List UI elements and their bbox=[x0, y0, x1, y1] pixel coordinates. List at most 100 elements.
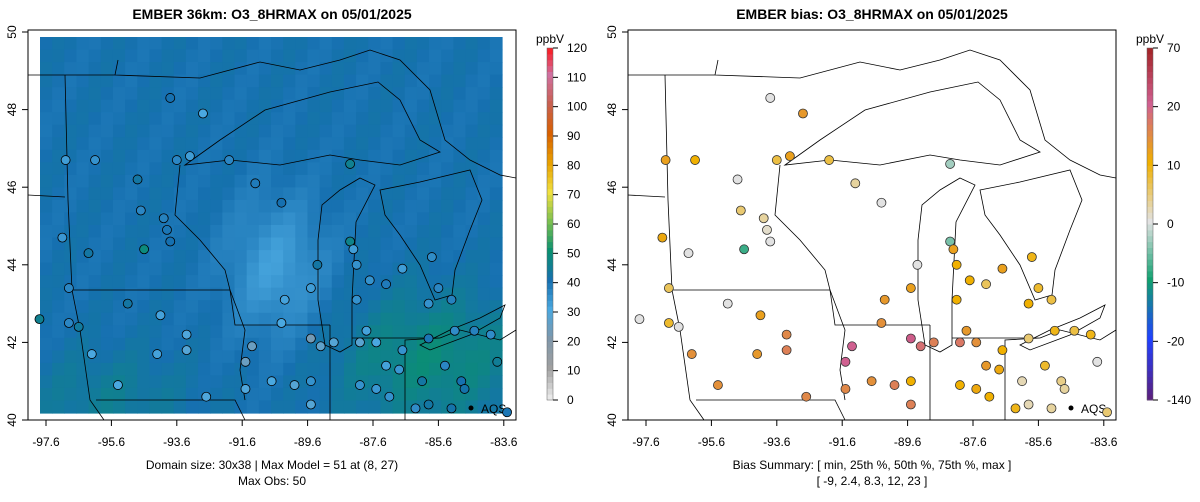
model-grid-cell bbox=[52, 337, 65, 351]
model-grid-cell bbox=[76, 37, 90, 51]
colorbar-segment bbox=[547, 300, 553, 307]
model-grid-cell bbox=[392, 137, 406, 151]
bias-station-point bbox=[971, 384, 982, 394]
model-grid-cell bbox=[319, 112, 333, 126]
model-grid-cell bbox=[489, 275, 503, 289]
model-grid-cell bbox=[441, 124, 454, 138]
model-grid-cell bbox=[441, 37, 454, 51]
model-grid-cell bbox=[112, 287, 126, 301]
model-grid-cell bbox=[404, 275, 418, 289]
model-grid-cell bbox=[125, 350, 138, 364]
model-grid-cell bbox=[149, 37, 163, 51]
bias-station-point bbox=[1017, 376, 1027, 387]
model-grid-cell bbox=[246, 162, 260, 176]
model-grid-cell bbox=[258, 287, 272, 301]
model-grid-cell bbox=[40, 149, 53, 163]
model-grid-cell bbox=[76, 174, 90, 188]
model-grid-cell bbox=[489, 74, 503, 88]
model-grid-cell bbox=[283, 62, 296, 76]
colorbar-segment bbox=[1147, 100, 1153, 108]
model-grid-cell bbox=[489, 312, 503, 326]
colorbar-segment bbox=[547, 370, 553, 378]
model-grid-cell bbox=[416, 287, 430, 301]
model-grid-cell bbox=[185, 362, 199, 376]
bias-station-point bbox=[955, 380, 965, 390]
model-grid-cell bbox=[416, 87, 430, 101]
model-grid-cell bbox=[173, 199, 187, 214]
colorbar-segment bbox=[1147, 182, 1153, 190]
model-grid-cell bbox=[222, 174, 236, 188]
model-grid-cell bbox=[477, 275, 491, 289]
model-grid-cell bbox=[307, 212, 321, 226]
model-grid-cell bbox=[271, 387, 284, 402]
y-tick-label: 40 bbox=[605, 413, 619, 427]
model-grid-cell bbox=[185, 225, 199, 239]
model-grid-cell bbox=[307, 199, 321, 214]
model-grid-cell bbox=[161, 99, 175, 113]
model-grid-cell bbox=[319, 137, 333, 151]
model-grid-cell bbox=[319, 375, 333, 389]
model-grid-cell bbox=[392, 162, 406, 176]
bias-station-point bbox=[1026, 252, 1037, 262]
colorbar-segment bbox=[1147, 48, 1153, 55]
y-tick-label: 50 bbox=[605, 25, 619, 39]
model-grid-cell bbox=[258, 162, 272, 176]
model-grid-cell bbox=[161, 350, 175, 364]
model-grid-cell bbox=[161, 199, 175, 214]
colorbar-segment bbox=[547, 394, 553, 401]
model-grid-cell bbox=[234, 212, 248, 226]
bias-station-point bbox=[994, 364, 1005, 375]
model-grid-cell bbox=[477, 62, 491, 76]
model-grid-cell bbox=[222, 87, 236, 101]
colorbar-segment bbox=[1147, 89, 1153, 96]
x-tick-label: -95.6 bbox=[698, 435, 726, 449]
colorbar-tick-label: 100 bbox=[567, 100, 587, 114]
model-grid-cell bbox=[100, 49, 114, 63]
model-grid-cell bbox=[319, 287, 333, 301]
model-grid-cell bbox=[319, 212, 333, 226]
model-grid-cell bbox=[100, 350, 114, 364]
model-grid-cell bbox=[489, 237, 503, 251]
model-grid-cell bbox=[258, 187, 272, 201]
model-grid-cell bbox=[331, 87, 345, 101]
obs-station-point bbox=[397, 263, 408, 274]
model-grid-cell bbox=[100, 387, 114, 402]
model-grid-cell bbox=[100, 174, 114, 188]
model-grid-cell bbox=[161, 400, 175, 414]
bias-station-point bbox=[997, 345, 1008, 356]
model-grid-cell bbox=[198, 250, 211, 264]
model-grid-cell bbox=[356, 387, 369, 402]
model-grid-cell bbox=[283, 325, 296, 339]
x-tick-label: -91.6 bbox=[829, 435, 857, 449]
model-grid-cell bbox=[283, 187, 296, 201]
colorbar-segment bbox=[547, 323, 553, 331]
model-grid-cell bbox=[416, 312, 430, 326]
model-grid-cell bbox=[198, 325, 211, 339]
model-grid-cell bbox=[319, 400, 333, 414]
model-grid-cell bbox=[76, 212, 90, 226]
bias-station-point bbox=[951, 259, 962, 270]
model-grid-cell bbox=[246, 124, 260, 138]
model-grid-cell bbox=[416, 237, 430, 251]
model-grid-cell bbox=[477, 37, 491, 51]
model-grid-cell bbox=[343, 99, 357, 113]
model-grid-cell bbox=[319, 199, 333, 214]
bias-station-point bbox=[981, 279, 991, 290]
model-grid-cell bbox=[258, 225, 272, 239]
bias-station-point bbox=[634, 314, 645, 325]
model-grid-cell bbox=[246, 325, 260, 339]
model-grid-cell bbox=[307, 149, 321, 163]
colorbar-segment bbox=[1147, 59, 1153, 67]
model-grid-cell bbox=[76, 49, 90, 63]
model-grid-cell bbox=[64, 137, 78, 151]
model-grid-cell bbox=[283, 250, 296, 264]
model-grid-cell bbox=[222, 312, 236, 326]
colorbar-segment bbox=[1147, 177, 1153, 184]
model-grid-cell bbox=[76, 287, 90, 301]
model-grid-cell bbox=[331, 312, 345, 326]
model-grid-cell bbox=[441, 162, 454, 176]
model-grid-cell bbox=[465, 62, 479, 76]
model-grid-cell bbox=[100, 250, 114, 264]
model-grid-cell bbox=[489, 87, 503, 101]
model-grid-cell bbox=[343, 400, 357, 414]
